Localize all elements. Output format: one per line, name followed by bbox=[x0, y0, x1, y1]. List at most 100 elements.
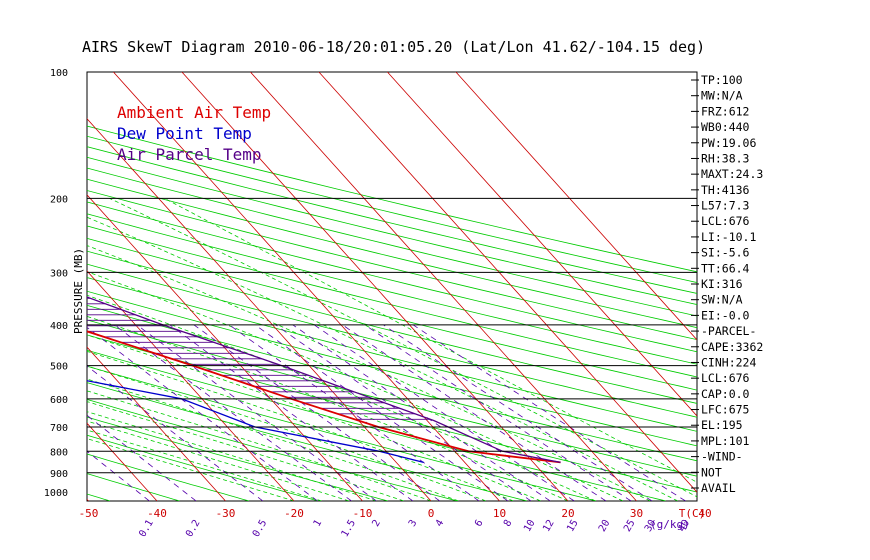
pressure-tick-label: 500 bbox=[50, 362, 68, 373]
dry-adiabat-line bbox=[87, 178, 697, 329]
dry-adiabat-line bbox=[87, 349, 666, 501]
dry-adiabat-line bbox=[87, 201, 697, 353]
ambient-air-temp-line bbox=[87, 330, 561, 464]
isotherm-line bbox=[87, 118, 432, 501]
pressure-tick-label: 200 bbox=[50, 194, 68, 205]
bottom-temp-tick-label: -50 bbox=[79, 507, 99, 520]
mixing-ratio-tick-label: 15 bbox=[565, 518, 581, 534]
isotherm-line bbox=[455, 72, 697, 341]
mixing-ratio-line bbox=[412, 324, 686, 501]
y-axis-label: PRESSURE (MB) bbox=[72, 248, 85, 334]
pressure-tick-labels: 100 200 300 400 500 600 700 800 900 1000 bbox=[44, 68, 68, 499]
isotherm-line bbox=[87, 270, 295, 501]
isotherm-line bbox=[318, 72, 697, 493]
mixing-ratio-tick-label: 0.5 bbox=[251, 518, 270, 539]
moist-adiabat-line bbox=[87, 378, 459, 501]
dry-adiabat-line bbox=[87, 304, 697, 462]
stability-index-label: CAPE:3362 bbox=[701, 340, 763, 354]
mixing-ratio-line bbox=[87, 450, 150, 501]
mixing-ratio-tick-label: 25 bbox=[622, 518, 638, 534]
dry-adiabat-line bbox=[87, 263, 697, 418]
mixing-ratio-line bbox=[229, 324, 480, 501]
dry-adiabat-line bbox=[87, 213, 697, 365]
bottom-temp-tick-label: -40 bbox=[147, 507, 167, 520]
moist-adiabat-line bbox=[87, 401, 404, 501]
pressure-tick-label: 100 bbox=[50, 68, 68, 79]
mixing-ratio-line bbox=[169, 324, 414, 501]
dry-adiabat-line bbox=[87, 146, 697, 294]
mixing-ratio-line bbox=[254, 324, 509, 501]
stability-index-label: EL:195 bbox=[701, 418, 743, 432]
legend-dew-point-temp: Dew Point Temp bbox=[117, 124, 252, 143]
mixing-ratio-tick-label: 40 bbox=[677, 518, 693, 534]
mixing-ratio-line bbox=[193, 324, 441, 501]
mixing-ratio-line bbox=[292, 324, 551, 501]
dry-adiabat-line bbox=[87, 493, 111, 501]
isotherm-line bbox=[87, 194, 363, 501]
stability-index-label: FRZ:612 bbox=[701, 104, 749, 118]
mixing-ratio-tick-label: 1 bbox=[312, 518, 325, 529]
pressure-tick-label: 300 bbox=[50, 268, 68, 279]
mixing-ratio-line bbox=[314, 324, 575, 501]
dry-adiabat-line bbox=[87, 250, 697, 404]
mixing-ratio-tick-label: 0.2 bbox=[184, 518, 203, 539]
stability-index-label: SW:N/A bbox=[701, 293, 743, 307]
mixing-ratio-tick-label: 0.1 bbox=[137, 518, 156, 539]
mixing-ratio-tick-label: 10 bbox=[522, 518, 538, 534]
stability-index-label: MPL:101 bbox=[701, 434, 750, 448]
dry-adiabat-line bbox=[87, 416, 388, 501]
stability-index-label: LCL:676 bbox=[701, 214, 750, 228]
stability-index-label: AVAIL bbox=[701, 481, 736, 495]
pressure-tick-label: 1000 bbox=[44, 488, 68, 499]
stability-index-label: TT:66.4 bbox=[701, 261, 750, 275]
mixing-ratio-line bbox=[136, 324, 377, 501]
moist-adiabat-line bbox=[87, 271, 623, 501]
mixing-ratio-tick-label: 3 bbox=[407, 518, 420, 529]
isotherm-line bbox=[87, 346, 226, 501]
stability-index-label: -PARCEL- bbox=[701, 324, 756, 338]
legend-ambient-air-temp: Ambient Air Temp bbox=[117, 103, 271, 122]
stability-index-label: EI:-0.0 bbox=[701, 308, 750, 322]
dry-adiabat-line bbox=[87, 135, 697, 283]
stability-index-label: MAXT:24.3 bbox=[701, 167, 763, 181]
mixing-ratio-line bbox=[87, 414, 197, 501]
dry-adiabat-line bbox=[87, 290, 697, 447]
stability-index-label: TH:4136 bbox=[701, 183, 750, 197]
mixing-ratio-line bbox=[364, 324, 632, 501]
dry-adiabat-line bbox=[87, 190, 697, 341]
dry-adiabat-line bbox=[87, 453, 249, 501]
isotherm-line bbox=[387, 72, 697, 417]
dry-adiabat-line bbox=[87, 382, 527, 501]
isotherm-line bbox=[0, 72, 20, 501]
stability-index-label: RH:38.3 bbox=[701, 151, 750, 165]
mixing-ratio-line bbox=[114, 324, 352, 501]
pressure-lines bbox=[87, 197, 697, 474]
stability-index-label: LI:-10.1 bbox=[701, 230, 756, 244]
moist-adiabat-line bbox=[87, 216, 678, 501]
dry-adiabat-line bbox=[87, 167, 697, 317]
legend-air-parcel-temp: Air Parcel Temp bbox=[117, 145, 262, 164]
mixing-ratio-tick-label: 12 bbox=[541, 518, 557, 534]
stability-index-label: TP:100 bbox=[701, 73, 743, 87]
mixing-ratio-tick-label: 30 bbox=[643, 518, 659, 534]
bottom-temp-tick-label: 40 bbox=[698, 507, 711, 520]
moist-adiabat-line bbox=[87, 350, 514, 501]
mixing-ratio-tick-label: 20 bbox=[597, 518, 613, 534]
moist-adiabat-line bbox=[87, 411, 377, 501]
dry-adiabat-line bbox=[87, 156, 697, 305]
stability-index-label: NOT bbox=[701, 465, 722, 479]
cape-hatching bbox=[87, 297, 431, 420]
bottom-temp-tick-label: 0 bbox=[428, 507, 435, 520]
plot-frame bbox=[86, 71, 698, 502]
pressure-tick-label: 900 bbox=[50, 469, 68, 480]
mixing-ratio-unit: (g/kg) bbox=[650, 518, 690, 531]
mixing-ratio-tick-label: 6 bbox=[473, 518, 486, 529]
moist-adiabat-line bbox=[164, 198, 697, 483]
mixing-ratio-tick-label: 4 bbox=[434, 518, 447, 529]
bottom-temp-tick-label: 20 bbox=[561, 507, 574, 520]
dry-adiabat-line bbox=[87, 237, 697, 391]
stability-index-label: SI:-5.6 bbox=[701, 246, 750, 260]
dry-adiabat-line bbox=[87, 434, 319, 501]
isotherms bbox=[0, 72, 697, 501]
mixing-ratio-line bbox=[275, 324, 532, 501]
